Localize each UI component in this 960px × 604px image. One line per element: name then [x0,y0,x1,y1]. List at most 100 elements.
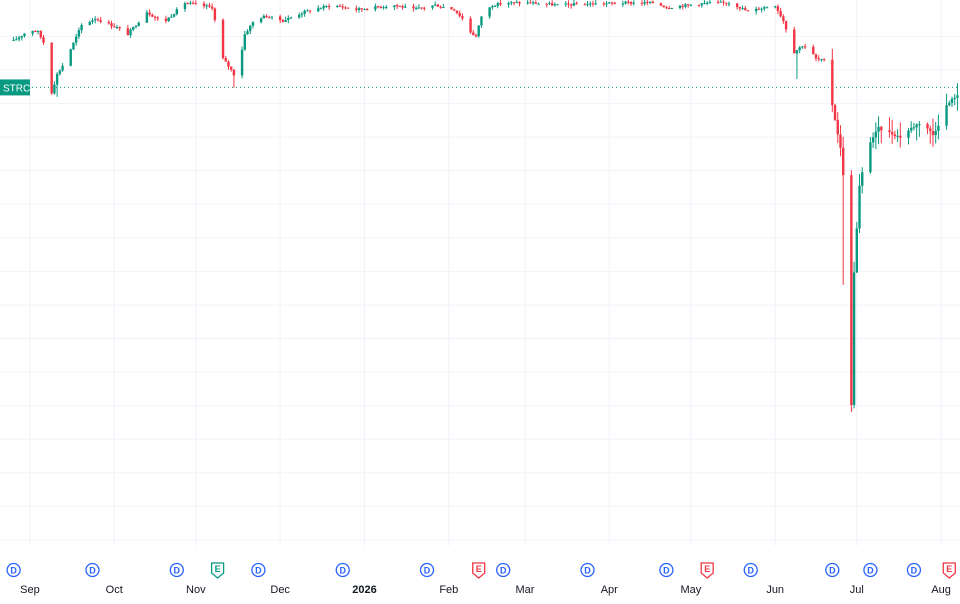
earnings-marker[interactable]: E [942,562,956,579]
earnings-marker[interactable]: E [210,562,225,579]
dividend-marker[interactable]: D [496,562,511,578]
earnings-marker-shape [472,562,486,579]
candle-body [836,119,839,135]
candle-body [213,8,217,20]
candle-body [880,126,883,131]
dividend-marker[interactable]: D [251,562,266,578]
candle-body [472,32,475,35]
dividend-marker[interactable]: D [419,562,435,578]
candle-body [950,98,954,103]
dividend-marker-label: D [10,565,17,575]
earnings-marker[interactable]: E [472,562,486,579]
candle-body [896,135,899,137]
dividend-marker[interactable]: D [659,562,674,578]
dividend-marker-circle [251,562,266,578]
candle-body [439,6,442,8]
candle-body [355,8,358,10]
candle-body [53,84,56,94]
earnings-marker-shape [210,562,225,579]
candle-body [270,16,274,18]
month-label: 2026 [352,584,376,596]
earnings-marker[interactable]: E [700,562,714,579]
candle-body [262,15,266,19]
dividend-marker-label: D [829,565,836,575]
candle-body [678,5,682,9]
candle-body [556,4,559,6]
candle-body [803,46,807,48]
candle-body [583,4,586,6]
candle-body [496,3,499,6]
candle-body [765,7,769,9]
candle-body [871,137,875,143]
candle-body [322,6,325,9]
candle-body [42,37,45,43]
candle-body [118,27,121,29]
candle-body [346,7,350,9]
dividend-marker[interactable]: D [906,562,922,578]
earnings-marker-shape [700,562,714,579]
candle-body [434,4,437,6]
candle-body [132,26,135,30]
candle-body [148,12,151,15]
candle-body [156,17,159,19]
candle-body [303,10,306,14]
candle-body [366,9,369,11]
candle-body [934,130,937,136]
candle-body [268,17,271,19]
dividend-marker[interactable]: D [743,562,758,578]
month-label: Sep [20,584,40,596]
candle-body [113,26,116,28]
candle-body [608,2,611,4]
candle-body [363,9,366,11]
candle-body [480,16,483,26]
candle-body [686,4,690,6]
candle-body [937,125,940,131]
candle-body [58,70,62,75]
candle-body [205,5,208,7]
candle-body [850,175,853,406]
candle-body [474,34,478,37]
dividend-marker[interactable]: D [6,562,21,578]
candle-body [801,46,804,48]
candle-body [191,2,195,4]
candle-body [727,3,731,5]
candle-body [741,8,744,10]
candle-body [208,5,211,7]
candle-body [404,6,407,8]
candle-body [94,19,97,21]
candle-body [722,1,725,3]
candle-body [899,135,902,138]
candle-body [39,30,42,38]
candle-body [716,1,720,3]
dividend-marker-circle [85,562,100,578]
candle-body [431,5,434,8]
dividend-marker[interactable]: D [335,562,350,578]
candle-body [243,34,246,50]
candle-body [594,3,597,5]
dividend-marker[interactable]: D [169,562,184,578]
dividend-marker[interactable]: D [863,562,878,578]
candle-body [706,2,709,4]
candle-body [613,2,616,4]
dividend-marker[interactable]: D [580,562,595,578]
candle-body [72,42,75,50]
candle-body [852,272,856,406]
candle-body [17,37,21,40]
candle-body [450,7,453,10]
candle-body [344,7,347,9]
candle-body [15,39,18,41]
candle-body [627,1,630,3]
candle-body [172,14,176,17]
candle-body [776,6,780,12]
dividend-marker[interactable]: D [825,562,840,578]
candle-body [632,2,635,4]
candle-body [646,2,649,4]
dividend-marker[interactable]: D [85,562,100,578]
candle-body [278,16,282,21]
candle-body [572,3,576,6]
candle-body [760,8,763,10]
candle-body [55,74,59,85]
